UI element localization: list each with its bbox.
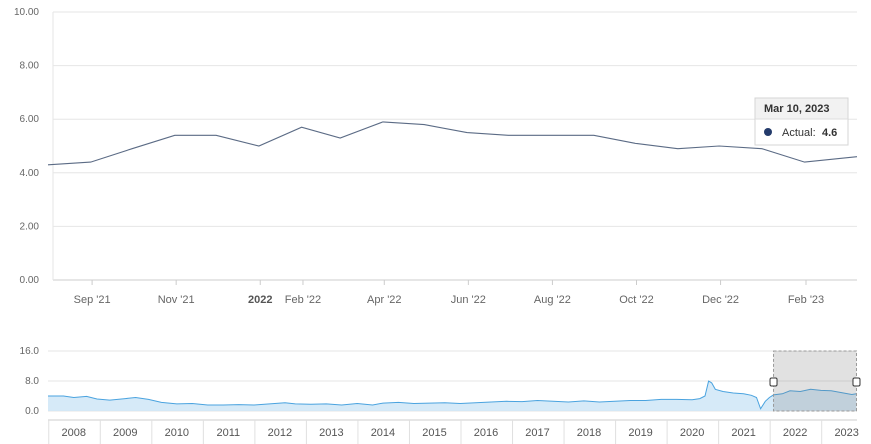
series-line-actual[interactable] [47,121,858,166]
navigator-x-tick-label: 2023 [834,427,858,439]
x-tick-label: Dec '22 [702,294,739,306]
navigator-right-handle[interactable] [852,377,861,387]
navigator-area-fill [48,381,857,411]
y-tick-label: 8.00 [20,61,40,72]
tooltip-series-marker [764,128,772,136]
navigator-x-tick-label: 2021 [731,427,755,439]
tooltip-series-label: Actual: [782,127,816,139]
x-tick-label: Jun '22 [451,294,486,306]
x-tick-label: Oct '22 [619,294,654,306]
navigator-selected-range[interactable] [773,350,857,412]
navigator-x-axis: 2008 2009 2010 2011 2012 2013 2014 2015 2016 2017… [48,419,859,444]
x-tick-label: Nov '21 [158,294,195,306]
y-tick-label: 10.00 [14,7,39,18]
main-plot[interactable] [44,118,861,169]
x-tick-label: Feb '22 [285,294,321,306]
y-tick-label: 6.00 [20,114,40,125]
navigator-x-tick-label: 2010 [165,427,189,439]
navigator-series-line [48,380,857,410]
navigator-x-tick-label: 2008 [62,427,86,439]
navigator-y-tick-label: 16.0 [20,346,40,357]
x-tick-label: Aug '22 [534,294,571,306]
navigator-x-tick-label: 2016 [474,427,498,439]
x-tick-label: Sep '21 [74,294,111,306]
navigator-left-handle[interactable] [769,377,778,387]
navigator-x-tick-label: 2014 [371,427,395,439]
tooltip-header [755,98,848,119]
navigator-y-tick-label: 0.0 [25,406,39,417]
y-tick-label: 0.00 [20,275,40,286]
navigator-x-tick-label: 2020 [680,427,704,439]
navigator-y-tick-label: 8.0 [25,376,39,387]
tooltip-date: Mar 10, 2023 [764,103,829,115]
main-y-axis: 0.00 2.00 4.00 6.00 8.00 10.00 [14,7,39,286]
navigator-plot [48,380,857,411]
tooltip: Mar 10, 2023 Actual: 4.6 [754,97,849,146]
tooltip-value: 4.6 [822,127,837,139]
navigator-x-tick-label: 2012 [268,427,292,439]
x-tick-label: 2022 [248,294,272,306]
navigator-x-tick-label: 2018 [577,427,601,439]
main-gridlines [52,11,857,281]
navigator-selection[interactable] [769,350,861,412]
navigator-x-tick-label: 2011 [217,427,241,439]
y-tick-label: 4.00 [20,168,40,179]
navigator-x-tick-label: 2017 [525,427,549,439]
navigator-x-tick-label: 2009 [113,427,137,439]
navigator-x-tick-label: 2022 [783,427,807,439]
navigator-y-axis: 0.0 8.0 16.0 [20,346,40,417]
navigator-x-tick-label: 2015 [422,427,446,439]
navigator-x-tick-label: 2019 [628,427,652,439]
x-tick-label: Apr '22 [367,294,402,306]
main-x-axis: Sep '21 Nov '21 2022 Feb '22 Apr '22 Jun '22 A… [74,280,824,306]
navigator-x-tick-label: 2013 [319,427,343,439]
y-tick-label: 2.00 [20,221,40,232]
x-tick-label: Feb '23 [788,294,824,306]
